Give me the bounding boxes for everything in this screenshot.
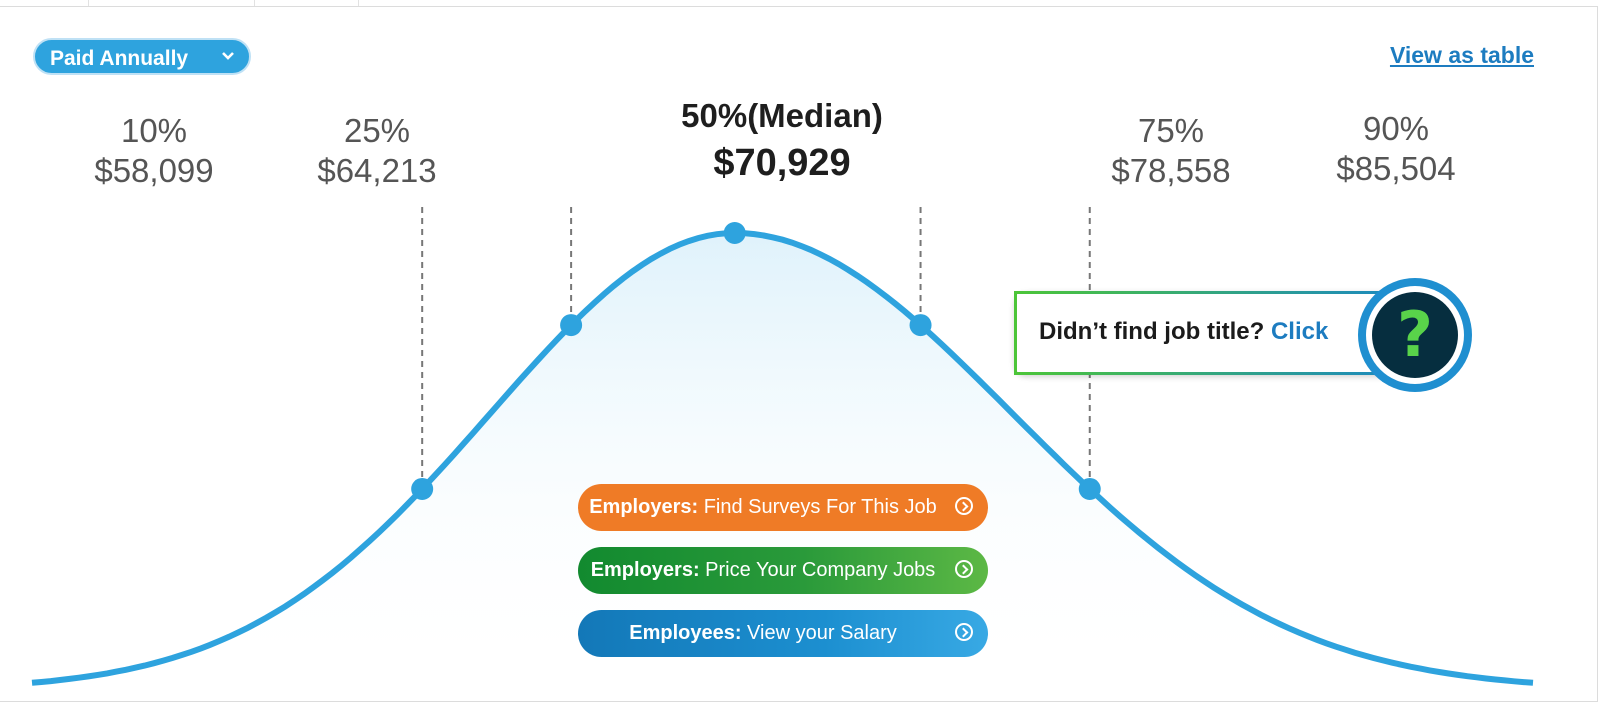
top-tab[interactable] (254, 0, 359, 6)
cta-label: View your Salary (741, 622, 897, 644)
question-icon: ? (1372, 292, 1458, 378)
percentile-point[interactable]: 50%(Median) $70,929 (50) (723, 222, 746, 244)
median-label: 50%(Median) $70,929 (672, 95, 892, 189)
pay-period-dropdown[interactable]: Paid Annually (33, 38, 251, 75)
cta-text: Employers: Find Surveys For This Job (578, 484, 948, 531)
chevron-down-icon (222, 52, 234, 60)
top-tab[interactable] (0, 0, 89, 6)
percentile-point[interactable]: 10% $58,099 (10) (411, 477, 434, 500)
percentile-name: 25% (343, 112, 411, 149)
percentile-value: $64,213 (317, 152, 437, 189)
percentile-point[interactable]: 25% $64,213 (25) (560, 314, 583, 337)
price-company-jobs-button[interactable]: Employers: Price Your Company Jobs (578, 547, 988, 594)
percentile-90-label: 90% $85,504 (1286, 109, 1506, 189)
percentile-name: 75% (1137, 112, 1205, 149)
percentile-name: 90% (1362, 110, 1430, 147)
cta-label: Price Your Company Jobs (699, 559, 936, 581)
percentile-25-label: 25% $64,213 (267, 111, 487, 191)
find-surveys-button[interactable]: Employers: Find Surveys For This Job (578, 484, 988, 531)
percentile-10-label: 10% $58,099 (44, 111, 264, 191)
job-title-help-card[interactable]: Didn’t find job title? Click (1014, 291, 1414, 375)
percentile-name: 50%(Median) (681, 97, 883, 134)
percentile-point[interactable]: 75% $78,558 (75) (909, 314, 932, 337)
help-text: Didn’t find job title? Click (1039, 318, 1328, 346)
percentile-value: $58,099 (94, 152, 214, 189)
percentile-value: $78,558 (1111, 152, 1231, 189)
cta-text: Employers: Price Your Company Jobs (578, 547, 948, 594)
median-value: $70,929 (713, 142, 851, 184)
cta-bold-label: Employers: (590, 559, 700, 581)
cta-bold-label: Employers: (589, 496, 699, 518)
percentile-point[interactable]: 90% $85,504 (90) (1078, 477, 1101, 500)
cta-bold-label: Employees: (629, 622, 742, 644)
cta-label: Find Surveys For This Job (698, 496, 937, 518)
pay-period-label: Paid Annually (50, 47, 189, 70)
cta-text: Employees: View your Salary (578, 610, 948, 657)
view-your-salary-button[interactable]: Employees: View your Salary (578, 610, 988, 657)
distribution-area (32, 233, 1533, 683)
top-tab-strip (0, 0, 360, 6)
percentile-value: $85,504 (1336, 150, 1456, 187)
help-badge[interactable]: ? (1358, 278, 1472, 392)
help-click-link[interactable]: Click (1270, 318, 1329, 345)
distribution-curve (31, 229, 1534, 686)
view-as-table-link[interactable]: View as table (1389, 42, 1534, 68)
arrow-right-circle-icon (955, 497, 973, 515)
percentile-75-label: 75% $78,558 (1061, 111, 1281, 191)
help-question: Didn’t find job title? (1039, 318, 1265, 345)
top-tab[interactable] (88, 0, 255, 6)
arrow-right-circle-icon (955, 560, 973, 578)
percentile-name: 10% (120, 112, 188, 149)
arrow-right-circle-icon (955, 623, 973, 641)
